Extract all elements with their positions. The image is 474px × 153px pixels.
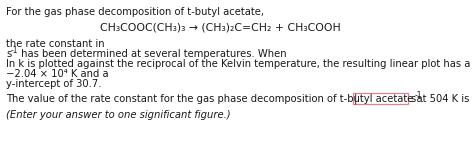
Text: −2.04 × 10⁴ K and a: −2.04 × 10⁴ K and a <box>6 69 109 79</box>
Text: the rate constant in: the rate constant in <box>6 39 105 49</box>
Text: s: s <box>410 94 415 104</box>
Text: The value of the rate constant for the gas phase decomposition of t-butyl acetat: The value of the rate constant for the g… <box>6 94 469 104</box>
Text: ln k is plotted against the reciprocal of the Kelvin temperature, the resulting : ln k is plotted against the reciprocal o… <box>6 59 474 69</box>
Text: |: | <box>354 94 357 104</box>
Text: has been determined at several temperatures. When: has been determined at several temperatu… <box>18 49 287 59</box>
Text: .: . <box>421 94 424 104</box>
FancyBboxPatch shape <box>353 93 408 104</box>
Text: (Enter your answer to one significant figure.): (Enter your answer to one significant fi… <box>6 110 231 120</box>
Text: -1: -1 <box>415 91 422 100</box>
Text: s: s <box>6 49 11 59</box>
Text: For the gas phase decomposition of t-butyl acetate,: For the gas phase decomposition of t-but… <box>6 7 264 17</box>
Text: CH₃COOC(CH₃)₃ → (CH₃)₂C=CH₂ + CH₃COOH: CH₃COOC(CH₃)₃ → (CH₃)₂C=CH₂ + CH₃COOH <box>100 22 341 32</box>
Text: -1: -1 <box>11 46 18 55</box>
Text: y-intercept of 30.7.: y-intercept of 30.7. <box>6 79 101 89</box>
